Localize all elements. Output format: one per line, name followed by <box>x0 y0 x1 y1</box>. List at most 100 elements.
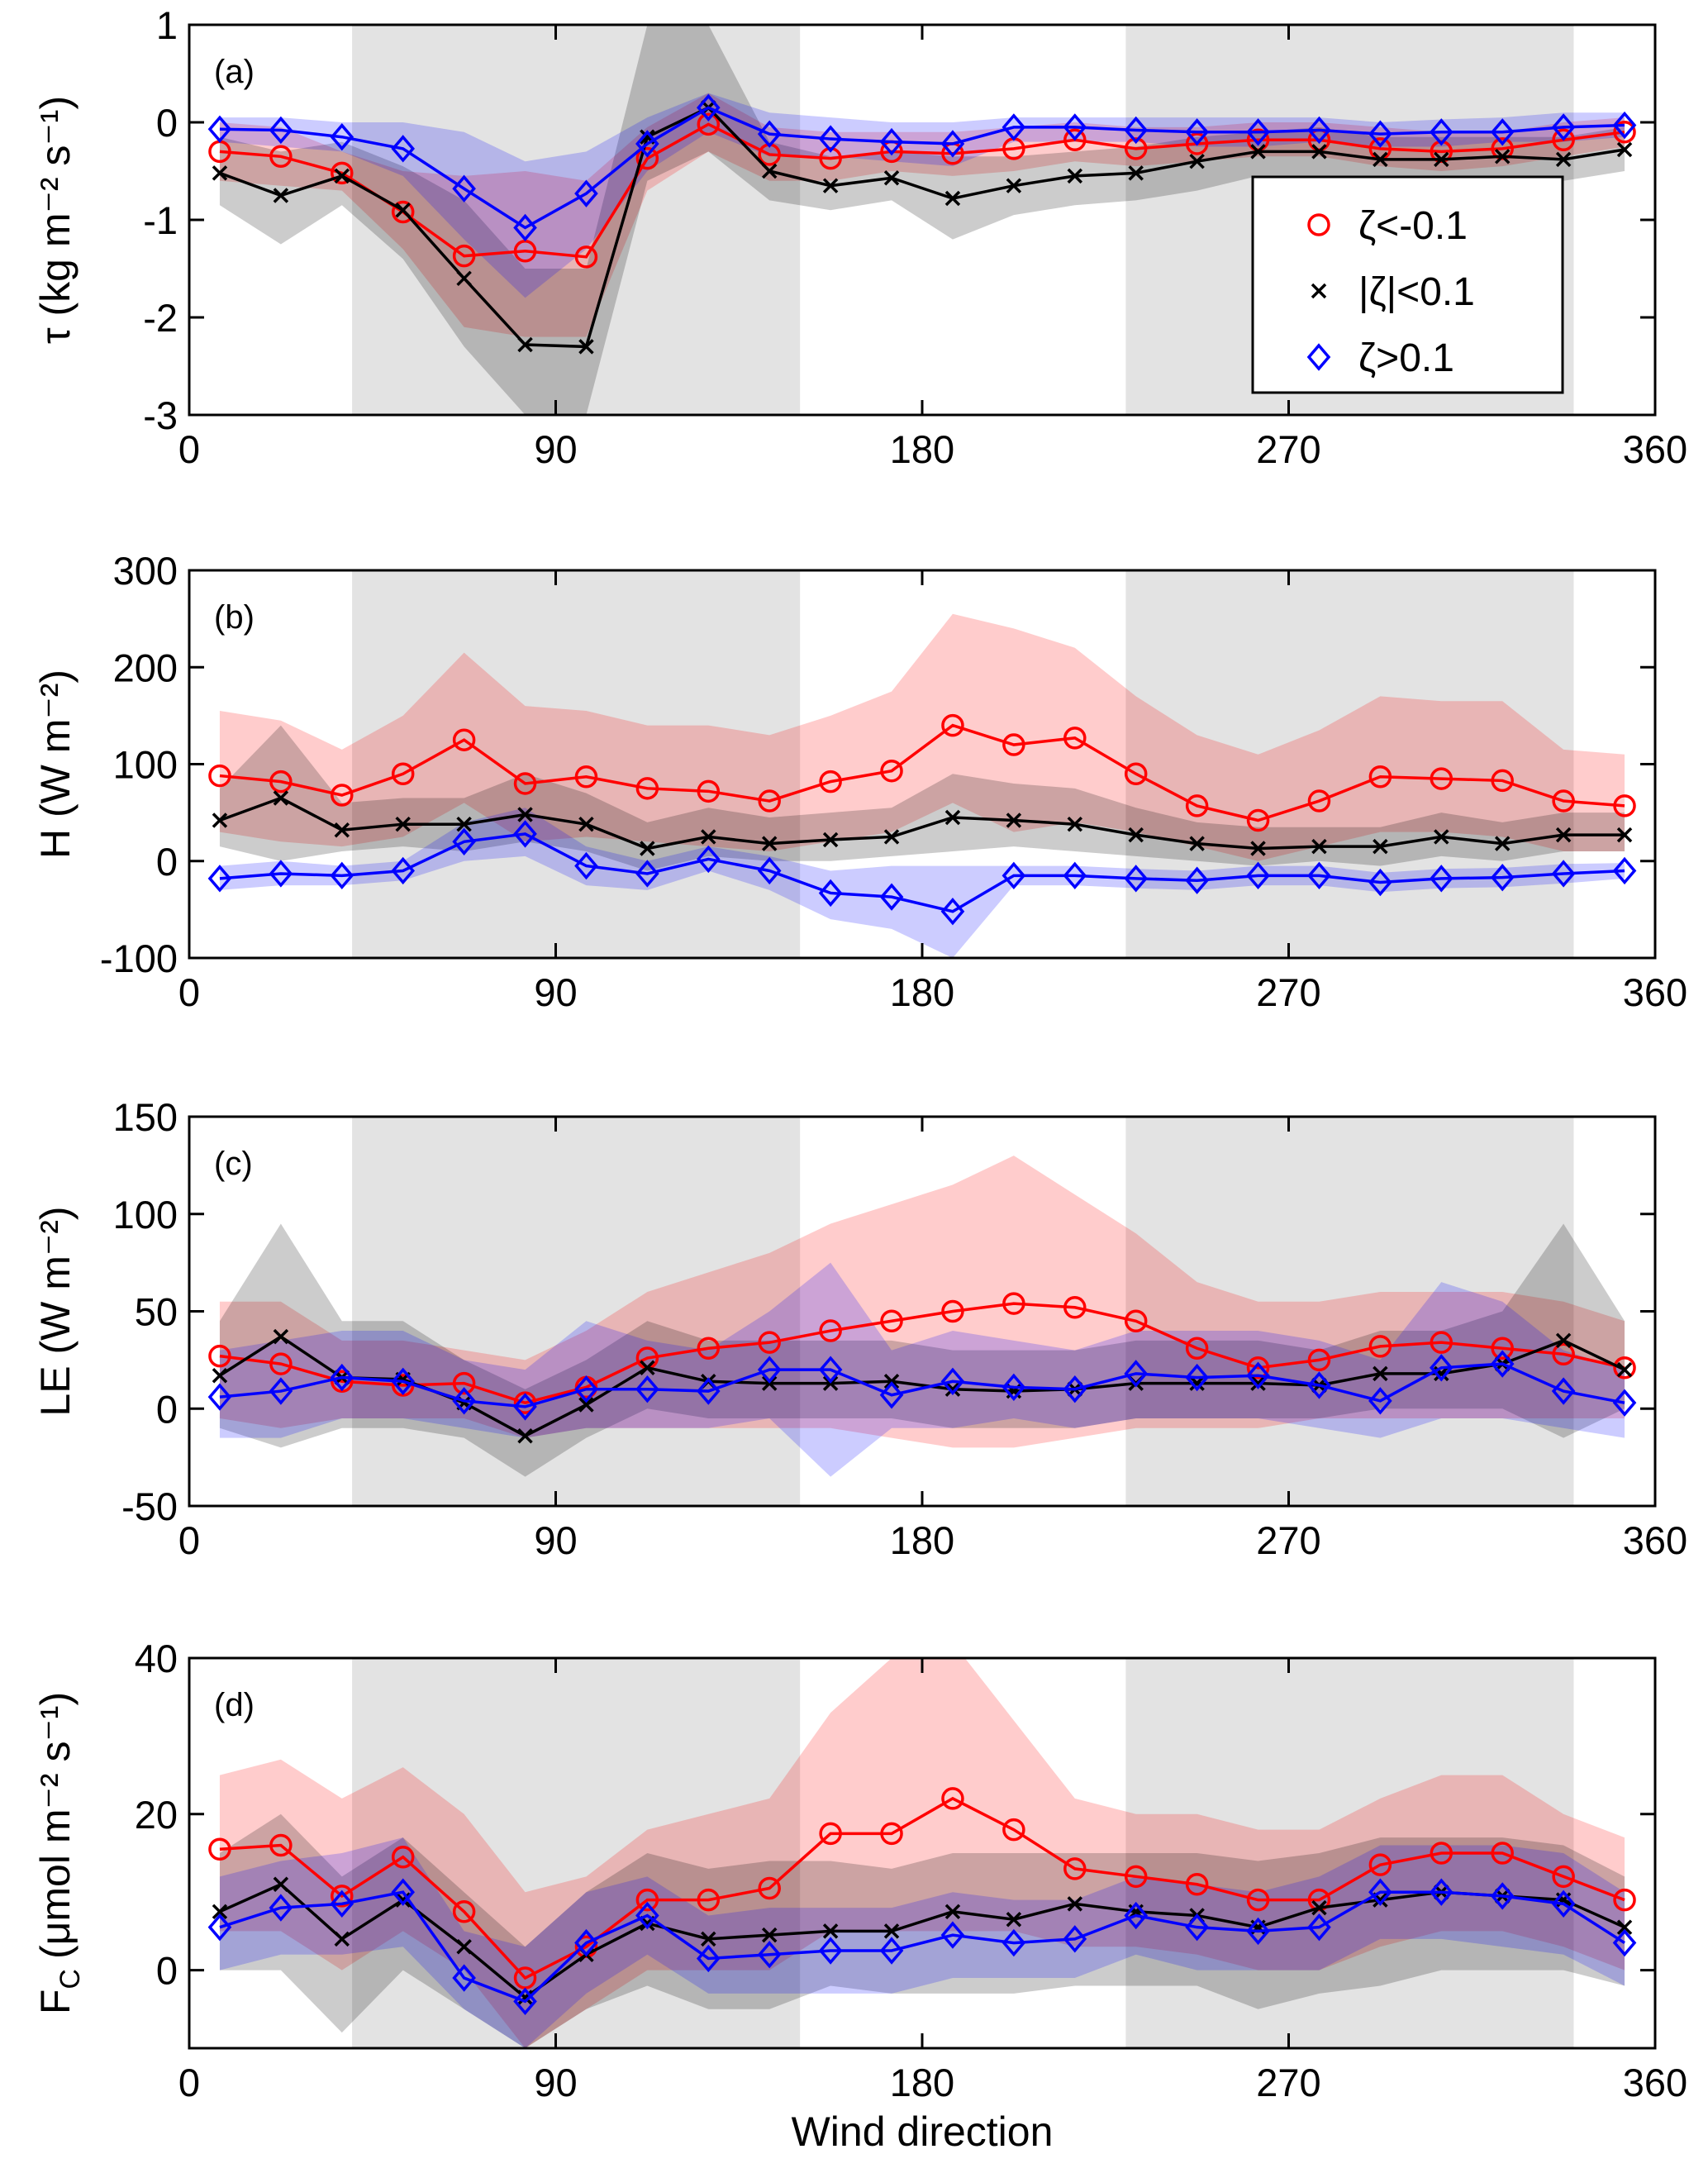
marker <box>819 1319 842 1342</box>
marker <box>1613 121 1636 144</box>
y-tick-label: 200 <box>113 646 178 689</box>
marker <box>1494 149 1511 164</box>
marker <box>883 829 900 845</box>
marker <box>822 1923 839 1939</box>
marker <box>758 789 781 812</box>
marker <box>513 820 537 848</box>
marker <box>452 1900 476 1923</box>
marker <box>334 822 350 838</box>
marker <box>330 123 354 151</box>
marker <box>941 1787 964 1810</box>
marker <box>635 860 659 888</box>
marker <box>517 336 533 353</box>
marker <box>1552 1342 1575 1366</box>
marker <box>1124 1309 1148 1333</box>
x-tick-label: 90 <box>534 427 577 471</box>
marker <box>1429 118 1453 146</box>
y-tick-label: 0 <box>156 1387 178 1431</box>
marker <box>391 1845 415 1869</box>
range-band <box>219 1262 1625 1477</box>
marker <box>1612 111 1637 140</box>
shaded-span <box>352 1658 801 2048</box>
marker <box>1128 827 1144 843</box>
marker <box>212 1904 228 1920</box>
marker <box>574 1928 598 1957</box>
marker <box>269 1377 293 1405</box>
shaded-span <box>1125 570 1574 958</box>
marker <box>818 1937 843 1965</box>
marker <box>269 116 293 145</box>
marker <box>758 1876 781 1900</box>
marker <box>452 244 476 268</box>
y-label-symbol: F <box>32 1990 79 2015</box>
marker <box>818 125 843 153</box>
marker <box>513 1393 537 1421</box>
marker <box>273 1876 289 1892</box>
y-label-symbol: H (W m⁻²) <box>32 670 79 859</box>
marker <box>879 1381 904 1409</box>
y-label-symbol: τ (kg m⁻² s⁻¹) <box>32 96 79 344</box>
marker <box>452 174 476 203</box>
marker <box>1434 151 1449 168</box>
marker <box>391 1878 416 1906</box>
marker <box>1368 765 1392 789</box>
marker <box>1555 1332 1572 1349</box>
marker <box>391 200 415 224</box>
marker <box>697 779 721 803</box>
marker <box>757 1356 782 1384</box>
marker <box>1373 1365 1388 1382</box>
marker <box>1491 1842 1514 1865</box>
marker <box>1613 1356 1636 1380</box>
marker <box>574 179 598 207</box>
marker <box>1491 137 1514 160</box>
marker <box>941 713 964 737</box>
marker <box>635 1888 659 1912</box>
marker <box>1429 1878 1453 1906</box>
x-tick-label: 360 <box>1623 970 1687 1014</box>
marker <box>578 816 594 832</box>
marker <box>757 856 782 885</box>
marker <box>944 1381 961 1397</box>
marker <box>207 865 232 893</box>
x-tick-label: 270 <box>1256 427 1320 471</box>
marker <box>944 1904 961 1920</box>
marker <box>761 836 778 851</box>
x-tick-label: 90 <box>534 1518 577 1562</box>
marker <box>822 832 839 848</box>
marker <box>941 1299 964 1323</box>
x-axis-label: Wind direction <box>792 2109 1054 2155</box>
marker <box>391 762 415 785</box>
marker <box>574 1375 598 1403</box>
marker <box>1616 827 1633 843</box>
marker <box>758 1331 781 1354</box>
marker <box>1185 1337 1209 1360</box>
marker <box>1311 1899 1327 1916</box>
marker <box>757 120 782 148</box>
marker <box>578 1397 594 1413</box>
shaded-span <box>1125 1117 1574 1506</box>
marker <box>1063 1857 1087 1880</box>
series-line <box>219 1882 1625 1999</box>
y-tick-label: 50 <box>135 1290 178 1334</box>
marker <box>513 1987 537 2016</box>
marker <box>208 1837 231 1861</box>
marker <box>940 130 965 158</box>
marker <box>395 816 411 832</box>
shaded-span <box>352 570 801 958</box>
marker <box>212 165 228 181</box>
marker <box>879 1937 904 1965</box>
marker <box>212 1367 228 1384</box>
y-tick-label: -2 <box>143 296 178 340</box>
range-band <box>219 25 1625 415</box>
marker <box>1250 144 1266 160</box>
marker <box>1551 860 1576 888</box>
marker <box>1612 1928 1637 1957</box>
marker <box>1185 794 1209 817</box>
marker <box>1368 120 1392 148</box>
y-axis-label: FC (μmol m⁻² s⁻¹) <box>32 1692 86 2014</box>
y-axis-label: τ (kg m⁻² s⁻¹) <box>32 96 79 344</box>
marker <box>513 772 537 795</box>
marker <box>1368 1853 1392 1876</box>
plot-area <box>189 1117 1655 1506</box>
panel-label: (a) <box>214 54 255 90</box>
